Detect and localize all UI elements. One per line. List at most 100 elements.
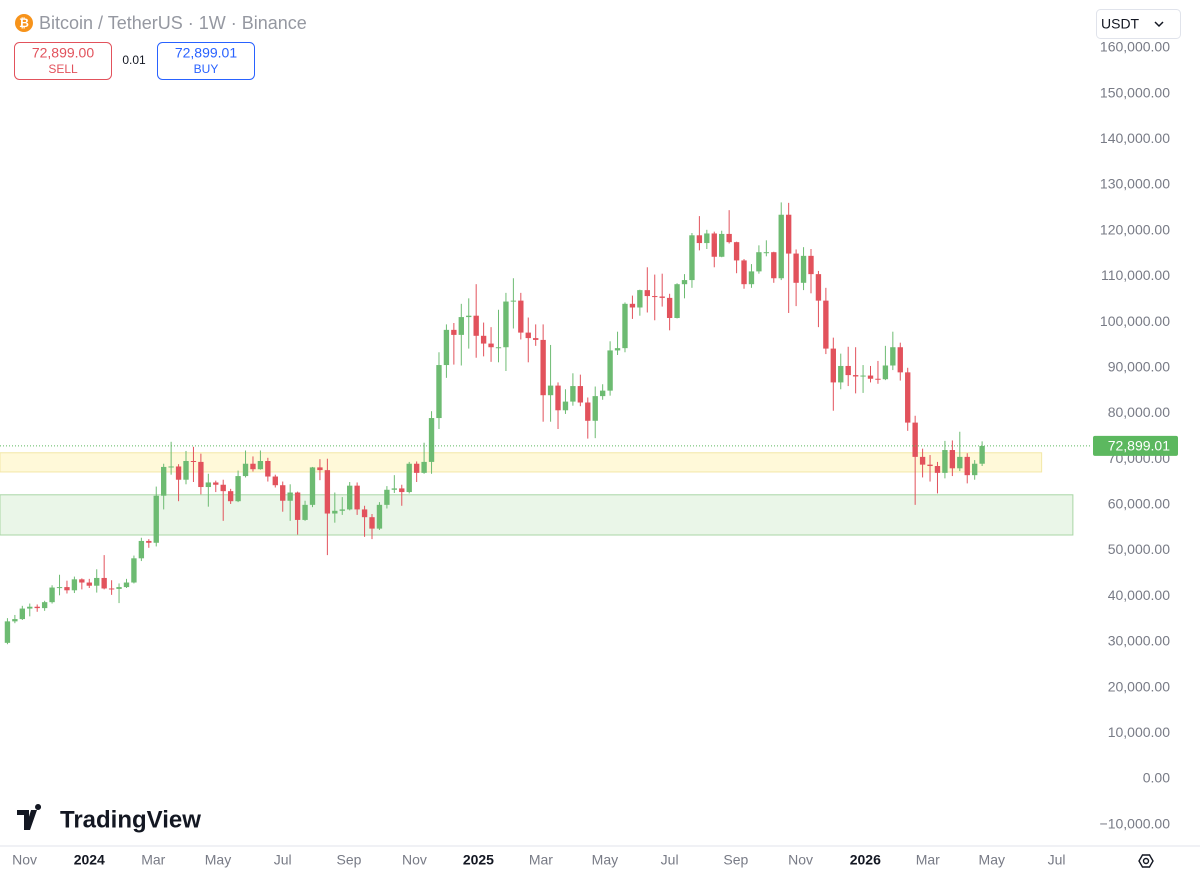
buy-button[interactable] — [157, 42, 255, 80]
candle-body — [912, 422, 918, 457]
candle-body — [681, 280, 688, 285]
candle-body — [257, 460, 264, 470]
candle-body — [413, 463, 420, 473]
candle-body — [161, 466, 167, 496]
y-tick-label: 150,000.00 — [1100, 84, 1170, 100]
candle-body — [198, 461, 204, 488]
candle-body — [384, 489, 390, 505]
last-price-box — [1093, 435, 1178, 456]
candle-body — [94, 577, 100, 586]
candle-body — [518, 300, 524, 333]
plot — [0, 202, 1090, 645]
candle-body — [458, 317, 464, 335]
candle-body — [64, 587, 70, 591]
candle-body — [369, 517, 375, 529]
candle-body — [480, 335, 487, 344]
candle-body — [71, 579, 78, 591]
candle-body — [347, 485, 353, 510]
candle-body — [376, 504, 383, 529]
candle-body — [614, 348, 621, 351]
sell-label: SELL — [48, 62, 78, 76]
candle-body — [235, 476, 241, 502]
candle-body — [957, 456, 963, 469]
candle-body — [451, 329, 457, 335]
y-tick-label: 160,000.00 — [1100, 39, 1170, 55]
x-tick-label: 2025 — [463, 852, 494, 868]
candle-body — [473, 315, 479, 336]
brand-name: TradingView — [60, 806, 201, 833]
x-tick-label: Mar — [916, 852, 940, 868]
candle-body — [562, 401, 569, 411]
candle-body — [852, 375, 859, 377]
x-tick-label: Nov — [12, 852, 37, 868]
candle-body — [756, 252, 762, 272]
candle-body — [391, 488, 398, 490]
candle-body — [652, 296, 658, 298]
candle-body — [503, 301, 509, 348]
candle-body — [644, 290, 650, 297]
candle-body — [123, 582, 130, 588]
x-tick-label: Jul — [661, 852, 679, 868]
candle-body — [748, 271, 755, 285]
candle-body — [436, 365, 442, 419]
candle-body — [79, 579, 85, 583]
x-tick-label: Jul — [1048, 852, 1066, 868]
y-tick-label: 80,000.00 — [1108, 404, 1170, 420]
candle-body — [555, 385, 561, 411]
candle-body — [227, 491, 234, 502]
candle-body — [272, 476, 278, 486]
candle-body — [726, 233, 732, 243]
candle-body — [213, 482, 219, 485]
candle-body — [175, 466, 182, 480]
x-tick-label: Mar — [529, 852, 553, 868]
candle-body — [183, 460, 189, 480]
y-tick-label: −10,000.00 — [1100, 815, 1171, 831]
candle-body — [793, 253, 799, 283]
x-tick-label: Nov — [402, 852, 427, 868]
candle-body — [845, 365, 851, 376]
candle-body — [108, 588, 115, 590]
x-tick-label: May — [592, 852, 618, 868]
candle-body — [354, 485, 360, 510]
candle-body — [533, 338, 539, 340]
settings-dot — [1142, 857, 1150, 865]
candle-body — [719, 233, 725, 257]
candle-body — [741, 260, 747, 285]
candle-body — [41, 602, 48, 609]
symbol-title: Bitcoin / TetherUS · 1W · Binance — [39, 13, 307, 33]
candle-body — [979, 445, 985, 464]
candle-body — [421, 461, 427, 473]
candle-body — [339, 509, 345, 511]
currency-select[interactable] — [1096, 9, 1181, 39]
candle-body — [49, 587, 55, 603]
candle-body — [763, 252, 770, 254]
y-tick-label: 20,000.00 — [1108, 678, 1170, 694]
candle-body — [324, 470, 331, 514]
candle-body — [361, 509, 368, 518]
x-tick-label: 2024 — [74, 852, 105, 868]
candle-body — [12, 619, 18, 622]
candle-body — [190, 460, 197, 462]
x-tick-label: Mar — [141, 852, 165, 868]
candle-body — [34, 606, 40, 609]
settings-icon[interactable] — [1138, 854, 1154, 868]
candle-body — [971, 463, 978, 476]
y-tick-label: 40,000.00 — [1108, 587, 1170, 603]
candle-body — [934, 466, 941, 473]
x-tick-label: May — [979, 852, 1005, 868]
candle-body — [927, 464, 933, 467]
candle-body — [287, 492, 293, 501]
candle-body — [399, 488, 405, 493]
candle-body — [153, 495, 159, 543]
candle-body — [220, 484, 226, 492]
candle-body — [309, 467, 316, 505]
candle-body — [510, 300, 517, 302]
sell-button[interactable] — [14, 42, 112, 80]
candle-body — [629, 303, 636, 308]
coin-symbol: ₿ — [19, 16, 29, 30]
candle-body — [808, 255, 814, 275]
candle-body — [704, 233, 710, 244]
candle-body — [101, 577, 107, 589]
candle-body — [592, 396, 598, 421]
y-tick-label: 0.00 — [1143, 770, 1170, 786]
